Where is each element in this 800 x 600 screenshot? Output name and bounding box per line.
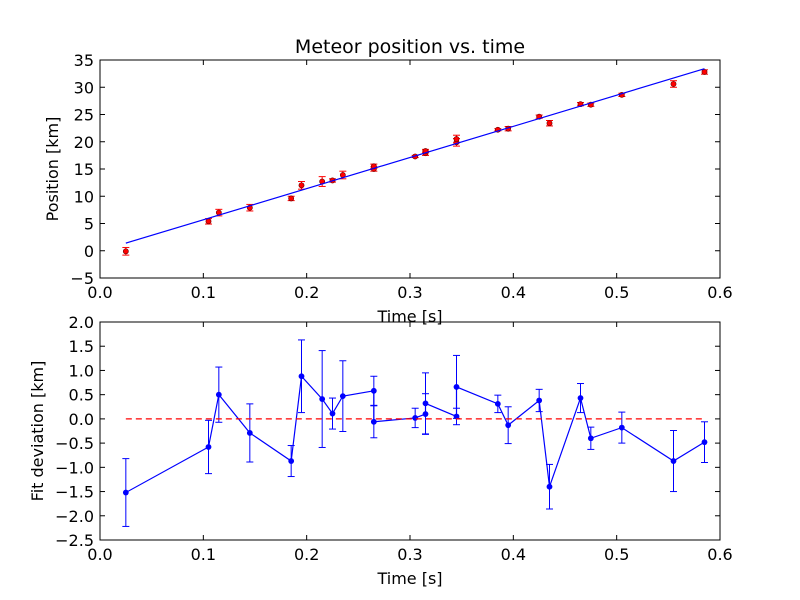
deviation-y-tick-label: −2.5 (55, 531, 94, 550)
chart-title: Meteor position vs. time (295, 36, 525, 58)
position-x-axis-label: Time [s] (376, 307, 442, 326)
deviation-plot-marks (122, 339, 708, 527)
data-point (505, 422, 512, 429)
position-y-tick-label: 35 (74, 51, 94, 70)
data-point (288, 195, 295, 202)
position-chart: Meteor position vs. time 0.0 0.1 0.2 0.3 0.4… (43, 36, 733, 326)
deviation-x-tick-label: 0.4 (501, 545, 526, 564)
deviation-x-tick-label: 0.3 (397, 545, 422, 564)
position-x-tick-label: 0.6 (707, 283, 732, 302)
fit-line (125, 68, 705, 244)
deviation-y-tick-label: 0.5 (69, 386, 94, 405)
position-y-tick-label: 30 (74, 78, 94, 97)
data-point (122, 489, 129, 496)
deviation-y-tick-label: −1.5 (55, 483, 94, 502)
data-point (453, 384, 460, 390)
data-point (701, 439, 708, 446)
data-point (329, 410, 336, 417)
data-point (422, 400, 429, 407)
deviation-x-axis-label: Time [s] (376, 569, 442, 588)
position-y-tick-label: 0 (84, 242, 94, 261)
position-y-tick-label: −5 (70, 269, 94, 288)
position-x-tick-label: 0.4 (501, 283, 526, 302)
position-x-tick-label: 0.5 (604, 283, 629, 302)
deviation-x-tick-label: 0.1 (191, 545, 216, 564)
data-point (339, 393, 346, 400)
data-point (618, 424, 625, 431)
data-point (536, 397, 543, 404)
deviation-x-tick-label: 0.5 (604, 545, 629, 564)
position-x-tick-label: 0.0 (87, 283, 112, 302)
data-point (670, 458, 677, 464)
data-point (577, 395, 584, 401)
position-y-tick-label: 15 (74, 160, 94, 179)
data-point (122, 248, 129, 255)
position-y-axis-label: Position [km] (43, 117, 62, 222)
deviation-y-tick-label: 1.0 (69, 361, 94, 380)
data-point (298, 373, 305, 380)
deviation-y-tick-label: −2.0 (55, 507, 94, 526)
data-point (494, 400, 501, 407)
data-point (370, 418, 377, 425)
data-point (670, 81, 677, 87)
deviation-y-tick-label: 2.0 (69, 313, 94, 332)
data-point (215, 391, 222, 398)
data-point (370, 387, 377, 394)
data-point (587, 435, 594, 442)
position-y-tick-label: 20 (74, 133, 94, 152)
data-point (546, 120, 553, 127)
position-x-tick-label: 0.2 (294, 283, 319, 302)
data-point (298, 182, 305, 189)
deviation-chart: 0.0 0.1 0.2 0.3 0.4 0.5 0.6 −2.5 −2.0 −1.5 −1.0 −0.… (28, 313, 733, 588)
data-point (319, 396, 326, 402)
position-x-tick-label: 0.3 (397, 283, 422, 302)
deviation-y-axis-label: Fit deviation [km] (28, 361, 47, 502)
position-x-tick-label: 0.1 (191, 283, 216, 302)
deviation-x-tick-label: 0.6 (707, 545, 732, 564)
data-point (205, 218, 212, 225)
data-point (288, 458, 295, 464)
deviation-y-tick-label: 0.0 (69, 410, 94, 429)
deviation-x-tick-label: 0.2 (294, 545, 319, 564)
deviation-y-tick-label: −1.0 (55, 458, 94, 477)
deviation-y-tick-label: 1.5 (69, 337, 94, 356)
deviation-x-tick-label: 0.0 (87, 545, 112, 564)
position-y-tick-label: 10 (74, 187, 94, 206)
data-point (546, 483, 553, 490)
deviation-axis-ticks: 0.0 0.1 0.2 0.3 0.4 0.5 0.6 −2.5 −2.0 −1.5 −1.0 −0.… (55, 313, 733, 564)
position-plot-marks (122, 68, 708, 256)
data-point (412, 415, 419, 421)
position-y-tick-label: 5 (84, 215, 94, 234)
position-y-tick-label: 25 (74, 106, 94, 125)
data-point (701, 69, 708, 75)
deviation-y-tick-label: −0.5 (55, 434, 94, 453)
position-axis-ticks: 0.0 0.1 0.2 0.3 0.4 0.5 0.6 −5 0 5 10 15 20 25 30 35 (70, 51, 732, 302)
data-point (246, 430, 253, 436)
data-point (453, 136, 460, 142)
data-point (205, 444, 212, 450)
